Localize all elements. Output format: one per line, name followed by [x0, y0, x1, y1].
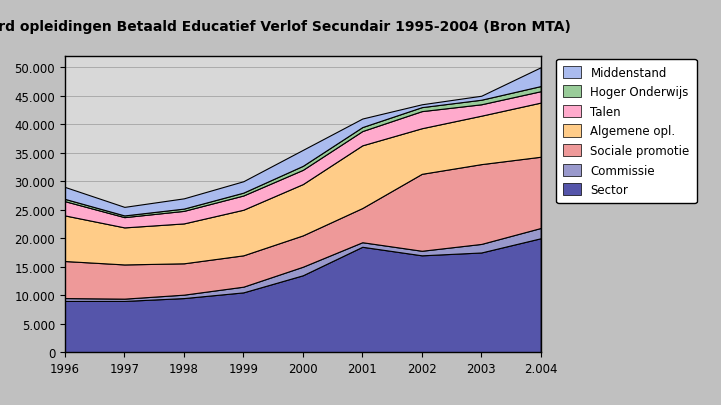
Text: Aard opleidingen Betaald Educatief Verlof Secundair 1995-2004 (Bron MTA): Aard opleidingen Betaald Educatief Verlo… [0, 20, 570, 34]
Legend: Middenstand, Hoger Onderwijs, Talen, Algemene opl., Sociale promotie, Commissie,: Middenstand, Hoger Onderwijs, Talen, Alg… [556, 60, 696, 204]
